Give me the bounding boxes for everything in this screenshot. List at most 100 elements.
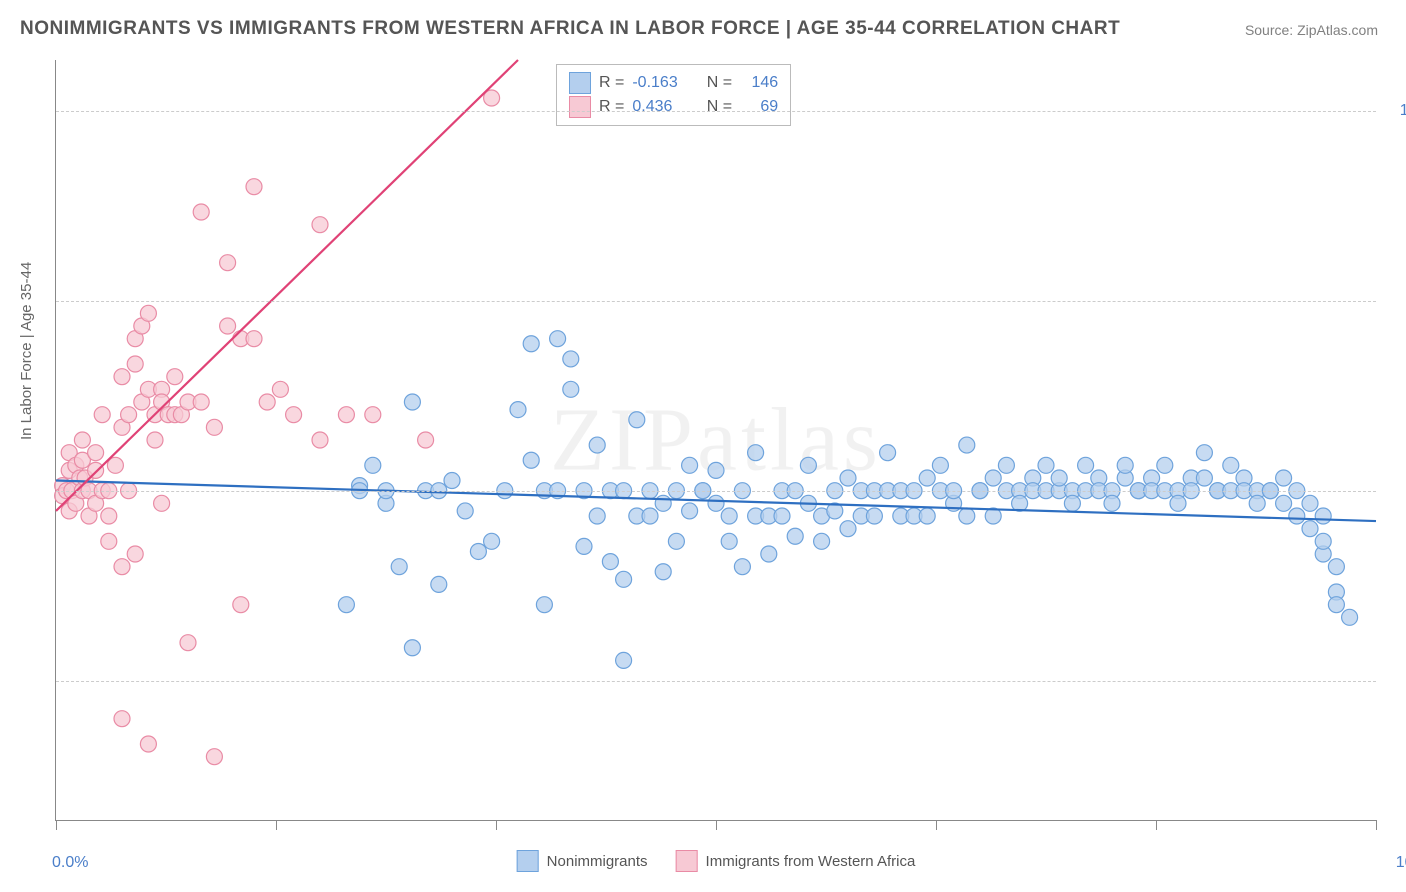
data-point	[1196, 445, 1212, 461]
data-point	[563, 351, 579, 367]
gridline	[56, 491, 1376, 492]
stat-r-label: R =	[599, 95, 624, 119]
plot-area: ZIPatlas R = -0.163 N = 146R = 0.436 N =…	[55, 60, 1376, 821]
data-point	[101, 533, 117, 549]
data-point	[114, 559, 130, 575]
data-point	[576, 538, 592, 554]
x-tick-label: 100.0%	[1396, 854, 1406, 872]
legend-label: Nonimmigrants	[547, 853, 648, 870]
gridline	[56, 111, 1376, 112]
data-point	[985, 470, 1001, 486]
data-point	[1064, 495, 1080, 511]
data-point	[523, 452, 539, 468]
x-tick	[496, 820, 497, 830]
data-point	[167, 369, 183, 385]
legend-swatch	[569, 72, 591, 94]
data-point	[457, 503, 473, 519]
data-point	[1157, 457, 1173, 473]
data-point	[1328, 597, 1344, 613]
x-tick	[1156, 820, 1157, 830]
stat-n-label: N =	[702, 95, 732, 119]
data-point	[589, 508, 605, 524]
data-point	[682, 457, 698, 473]
data-point	[721, 508, 737, 524]
data-point	[840, 470, 856, 486]
chart-title: NONIMMIGRANTS VS IMMIGRANTS FROM WESTERN…	[20, 18, 1120, 40]
data-point	[391, 559, 407, 575]
data-point	[286, 407, 302, 423]
data-point	[840, 521, 856, 537]
data-point	[220, 318, 236, 334]
data-point	[470, 543, 486, 559]
stat-n-label: N =	[702, 71, 732, 95]
data-point	[787, 528, 803, 544]
data-point	[919, 508, 935, 524]
data-point	[1196, 470, 1212, 486]
data-point	[1223, 457, 1239, 473]
data-point	[206, 419, 222, 435]
data-point	[734, 559, 750, 575]
stat-n-value: 69	[740, 95, 778, 119]
stat-n-value: 146	[740, 71, 778, 95]
data-point	[220, 255, 236, 271]
data-point	[1315, 508, 1331, 524]
stats-row: R = -0.163 N = 146	[569, 71, 778, 95]
data-point	[338, 597, 354, 613]
data-point	[563, 381, 579, 397]
data-point	[114, 369, 130, 385]
x-tick-label: 0.0%	[52, 854, 88, 872]
data-point	[1328, 559, 1344, 575]
data-point	[668, 533, 684, 549]
data-point	[642, 508, 658, 524]
data-point	[431, 576, 447, 592]
data-point	[114, 711, 130, 727]
data-point	[1289, 508, 1305, 524]
data-point	[708, 495, 724, 511]
data-point	[127, 356, 143, 372]
data-point	[1302, 521, 1318, 537]
data-point	[748, 445, 764, 461]
data-point	[88, 462, 104, 478]
gridline	[56, 301, 1376, 302]
data-point	[510, 402, 526, 418]
data-point	[193, 204, 209, 220]
data-point	[444, 473, 460, 489]
chart-svg	[56, 60, 1376, 820]
data-point	[180, 635, 196, 651]
y-axis-title: In Labor Force | Age 35-44	[18, 262, 35, 440]
data-point	[365, 457, 381, 473]
data-point	[365, 407, 381, 423]
data-point	[932, 457, 948, 473]
data-point	[74, 432, 90, 448]
data-point	[1117, 457, 1133, 473]
data-point	[629, 412, 645, 428]
x-tick	[276, 820, 277, 830]
data-point	[312, 217, 328, 233]
correlation-stats-box: R = -0.163 N = 146R = 0.436 N = 69	[556, 64, 791, 126]
data-point	[1249, 495, 1265, 511]
data-point	[121, 407, 137, 423]
data-point	[1302, 495, 1318, 511]
data-point	[1170, 495, 1186, 511]
y-tick-label: 100.0%	[1400, 102, 1406, 120]
data-point	[708, 462, 724, 478]
x-tick	[1376, 820, 1377, 830]
data-point	[418, 432, 434, 448]
data-point	[774, 508, 790, 524]
data-point	[484, 533, 500, 549]
data-point	[959, 437, 975, 453]
data-point	[193, 394, 209, 410]
data-point	[1104, 495, 1120, 511]
data-point	[616, 652, 632, 668]
stat-r-value: -0.163	[632, 71, 694, 95]
data-point	[127, 546, 143, 562]
data-point	[1078, 457, 1094, 473]
data-point	[880, 445, 896, 461]
data-point	[919, 470, 935, 486]
data-point	[721, 533, 737, 549]
x-tick	[56, 820, 57, 830]
data-point	[761, 546, 777, 562]
data-point	[147, 432, 163, 448]
data-point	[655, 564, 671, 580]
data-point	[866, 508, 882, 524]
